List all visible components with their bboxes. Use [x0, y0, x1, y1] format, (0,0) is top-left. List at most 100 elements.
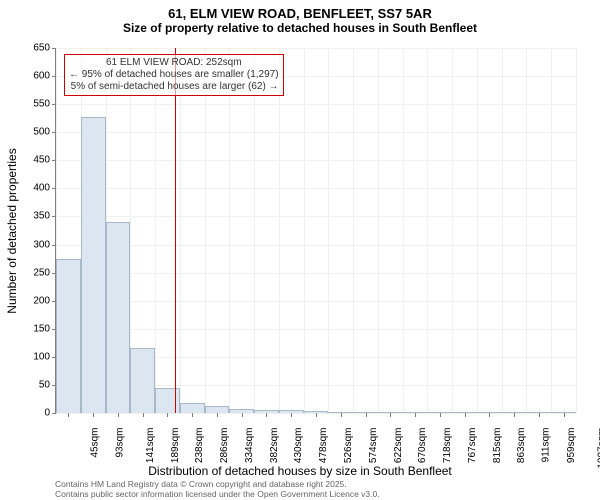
- y-tick-label: 100: [33, 351, 50, 362]
- x-tick-label: 718sqm: [442, 428, 453, 464]
- x-tick-mark: [514, 413, 515, 417]
- y-tick-mark: [52, 413, 56, 414]
- attribution: Contains HM Land Registry data © Crown c…: [55, 480, 380, 500]
- gridline-horizontal: [56, 48, 576, 49]
- attribution-line2: Contains public sector information licen…: [55, 490, 380, 500]
- gridline-vertical: [378, 48, 379, 413]
- gridline-horizontal: [56, 132, 576, 133]
- x-tick-label: 286sqm: [219, 428, 230, 464]
- gridline-vertical: [452, 48, 453, 413]
- x-tick-label: 430sqm: [294, 428, 305, 464]
- x-tick-mark: [242, 413, 243, 417]
- histogram-bar: [205, 406, 230, 413]
- gridline-horizontal: [56, 301, 576, 302]
- annotation-line: 61 ELM VIEW ROAD: 252sqm: [69, 57, 279, 69]
- gridline-vertical: [576, 48, 577, 413]
- x-tick-mark: [192, 413, 193, 417]
- x-tick-mark: [390, 413, 391, 417]
- y-tick-label: 600: [33, 71, 50, 82]
- gridline-vertical: [205, 48, 206, 413]
- y-tick-label: 300: [33, 239, 50, 250]
- gridline-vertical: [279, 48, 280, 413]
- x-tick-mark: [217, 413, 218, 417]
- gridline-horizontal: [56, 216, 576, 217]
- x-tick-label: 767sqm: [467, 428, 478, 464]
- x-tick-label: 238sqm: [195, 428, 206, 464]
- histogram-bar: [130, 348, 155, 413]
- gridline-vertical: [427, 48, 428, 413]
- histogram-bar: [106, 222, 131, 413]
- x-tick-mark: [68, 413, 69, 417]
- x-tick-mark: [143, 413, 144, 417]
- x-tick-mark: [291, 413, 292, 417]
- x-tick-mark: [341, 413, 342, 417]
- gridline-vertical: [155, 48, 156, 413]
- gridline-horizontal: [56, 188, 576, 189]
- annotation-line: ← 95% of detached houses are smaller (1,…: [69, 69, 279, 81]
- y-tick-label: 400: [33, 183, 50, 194]
- x-tick-label: 1007sqm: [596, 428, 600, 469]
- x-tick-label: 815sqm: [492, 428, 503, 464]
- gridline-horizontal: [56, 273, 576, 274]
- gridline-horizontal: [56, 160, 576, 161]
- x-tick-label: 574sqm: [368, 428, 379, 464]
- x-tick-label: 189sqm: [170, 428, 181, 464]
- x-tick-mark: [465, 413, 466, 417]
- x-tick-label: 959sqm: [566, 428, 577, 464]
- x-tick-mark: [266, 413, 267, 417]
- histogram-bar: [180, 403, 205, 413]
- x-tick-label: 863sqm: [516, 428, 527, 464]
- reference-line: [175, 48, 176, 413]
- gridline-vertical: [526, 48, 527, 413]
- gridline-vertical: [328, 48, 329, 413]
- x-tick-mark: [118, 413, 119, 417]
- x-tick-mark: [167, 413, 168, 417]
- y-tick-label: 0: [44, 408, 50, 419]
- gridline-vertical: [229, 48, 230, 413]
- chart-title: 61, ELM VIEW ROAD, BENFLEET, SS7 5AR: [0, 0, 600, 21]
- x-tick-mark: [93, 413, 94, 417]
- x-tick-label: 141sqm: [145, 428, 156, 464]
- x-tick-label: 526sqm: [343, 428, 354, 464]
- chart-subtitle: Size of property relative to detached ho…: [0, 21, 600, 35]
- y-tick-label: 650: [33, 43, 50, 54]
- x-tick-mark: [415, 413, 416, 417]
- x-tick-label: 911sqm: [540, 428, 551, 463]
- x-tick-label: 670sqm: [417, 428, 428, 464]
- x-tick-label: 93sqm: [115, 428, 126, 458]
- y-axis-label: Number of detached properties: [5, 148, 19, 313]
- histogram-bar: [56, 259, 81, 413]
- x-tick-mark: [539, 413, 540, 417]
- gridline-vertical: [353, 48, 354, 413]
- x-tick-label: 382sqm: [269, 428, 280, 464]
- y-tick-label: 450: [33, 155, 50, 166]
- x-axis-label: Distribution of detached houses by size …: [0, 464, 600, 478]
- x-tick-mark: [366, 413, 367, 417]
- gridline-horizontal: [56, 104, 576, 105]
- y-tick-label: 550: [33, 99, 50, 110]
- x-tick-mark: [489, 413, 490, 417]
- gridline-vertical: [502, 48, 503, 413]
- y-tick-label: 150: [33, 323, 50, 334]
- gridline-horizontal: [56, 329, 576, 330]
- x-tick-mark: [564, 413, 565, 417]
- gridline-vertical: [304, 48, 305, 413]
- gridline-vertical: [403, 48, 404, 413]
- x-tick-label: 334sqm: [244, 428, 255, 464]
- gridline-vertical: [254, 48, 255, 413]
- y-tick-label: 50: [39, 379, 50, 390]
- gridline-horizontal: [56, 245, 576, 246]
- histogram-bar: [81, 117, 106, 413]
- y-tick-label: 250: [33, 267, 50, 278]
- y-tick-label: 200: [33, 295, 50, 306]
- gridline-vertical: [180, 48, 181, 413]
- y-tick-label: 500: [33, 127, 50, 138]
- x-tick-mark: [316, 413, 317, 417]
- x-tick-label: 622sqm: [393, 428, 404, 464]
- x-tick-label: 45sqm: [90, 428, 101, 458]
- gridline-vertical: [477, 48, 478, 413]
- chart-container: 61, ELM VIEW ROAD, BENFLEET, SS7 5AR Siz…: [0, 0, 600, 500]
- annotation-line: 5% of semi-detached houses are larger (6…: [69, 81, 279, 93]
- plot-area: 0501001502002503003504004505005506006504…: [55, 48, 576, 414]
- y-tick-label: 350: [33, 211, 50, 222]
